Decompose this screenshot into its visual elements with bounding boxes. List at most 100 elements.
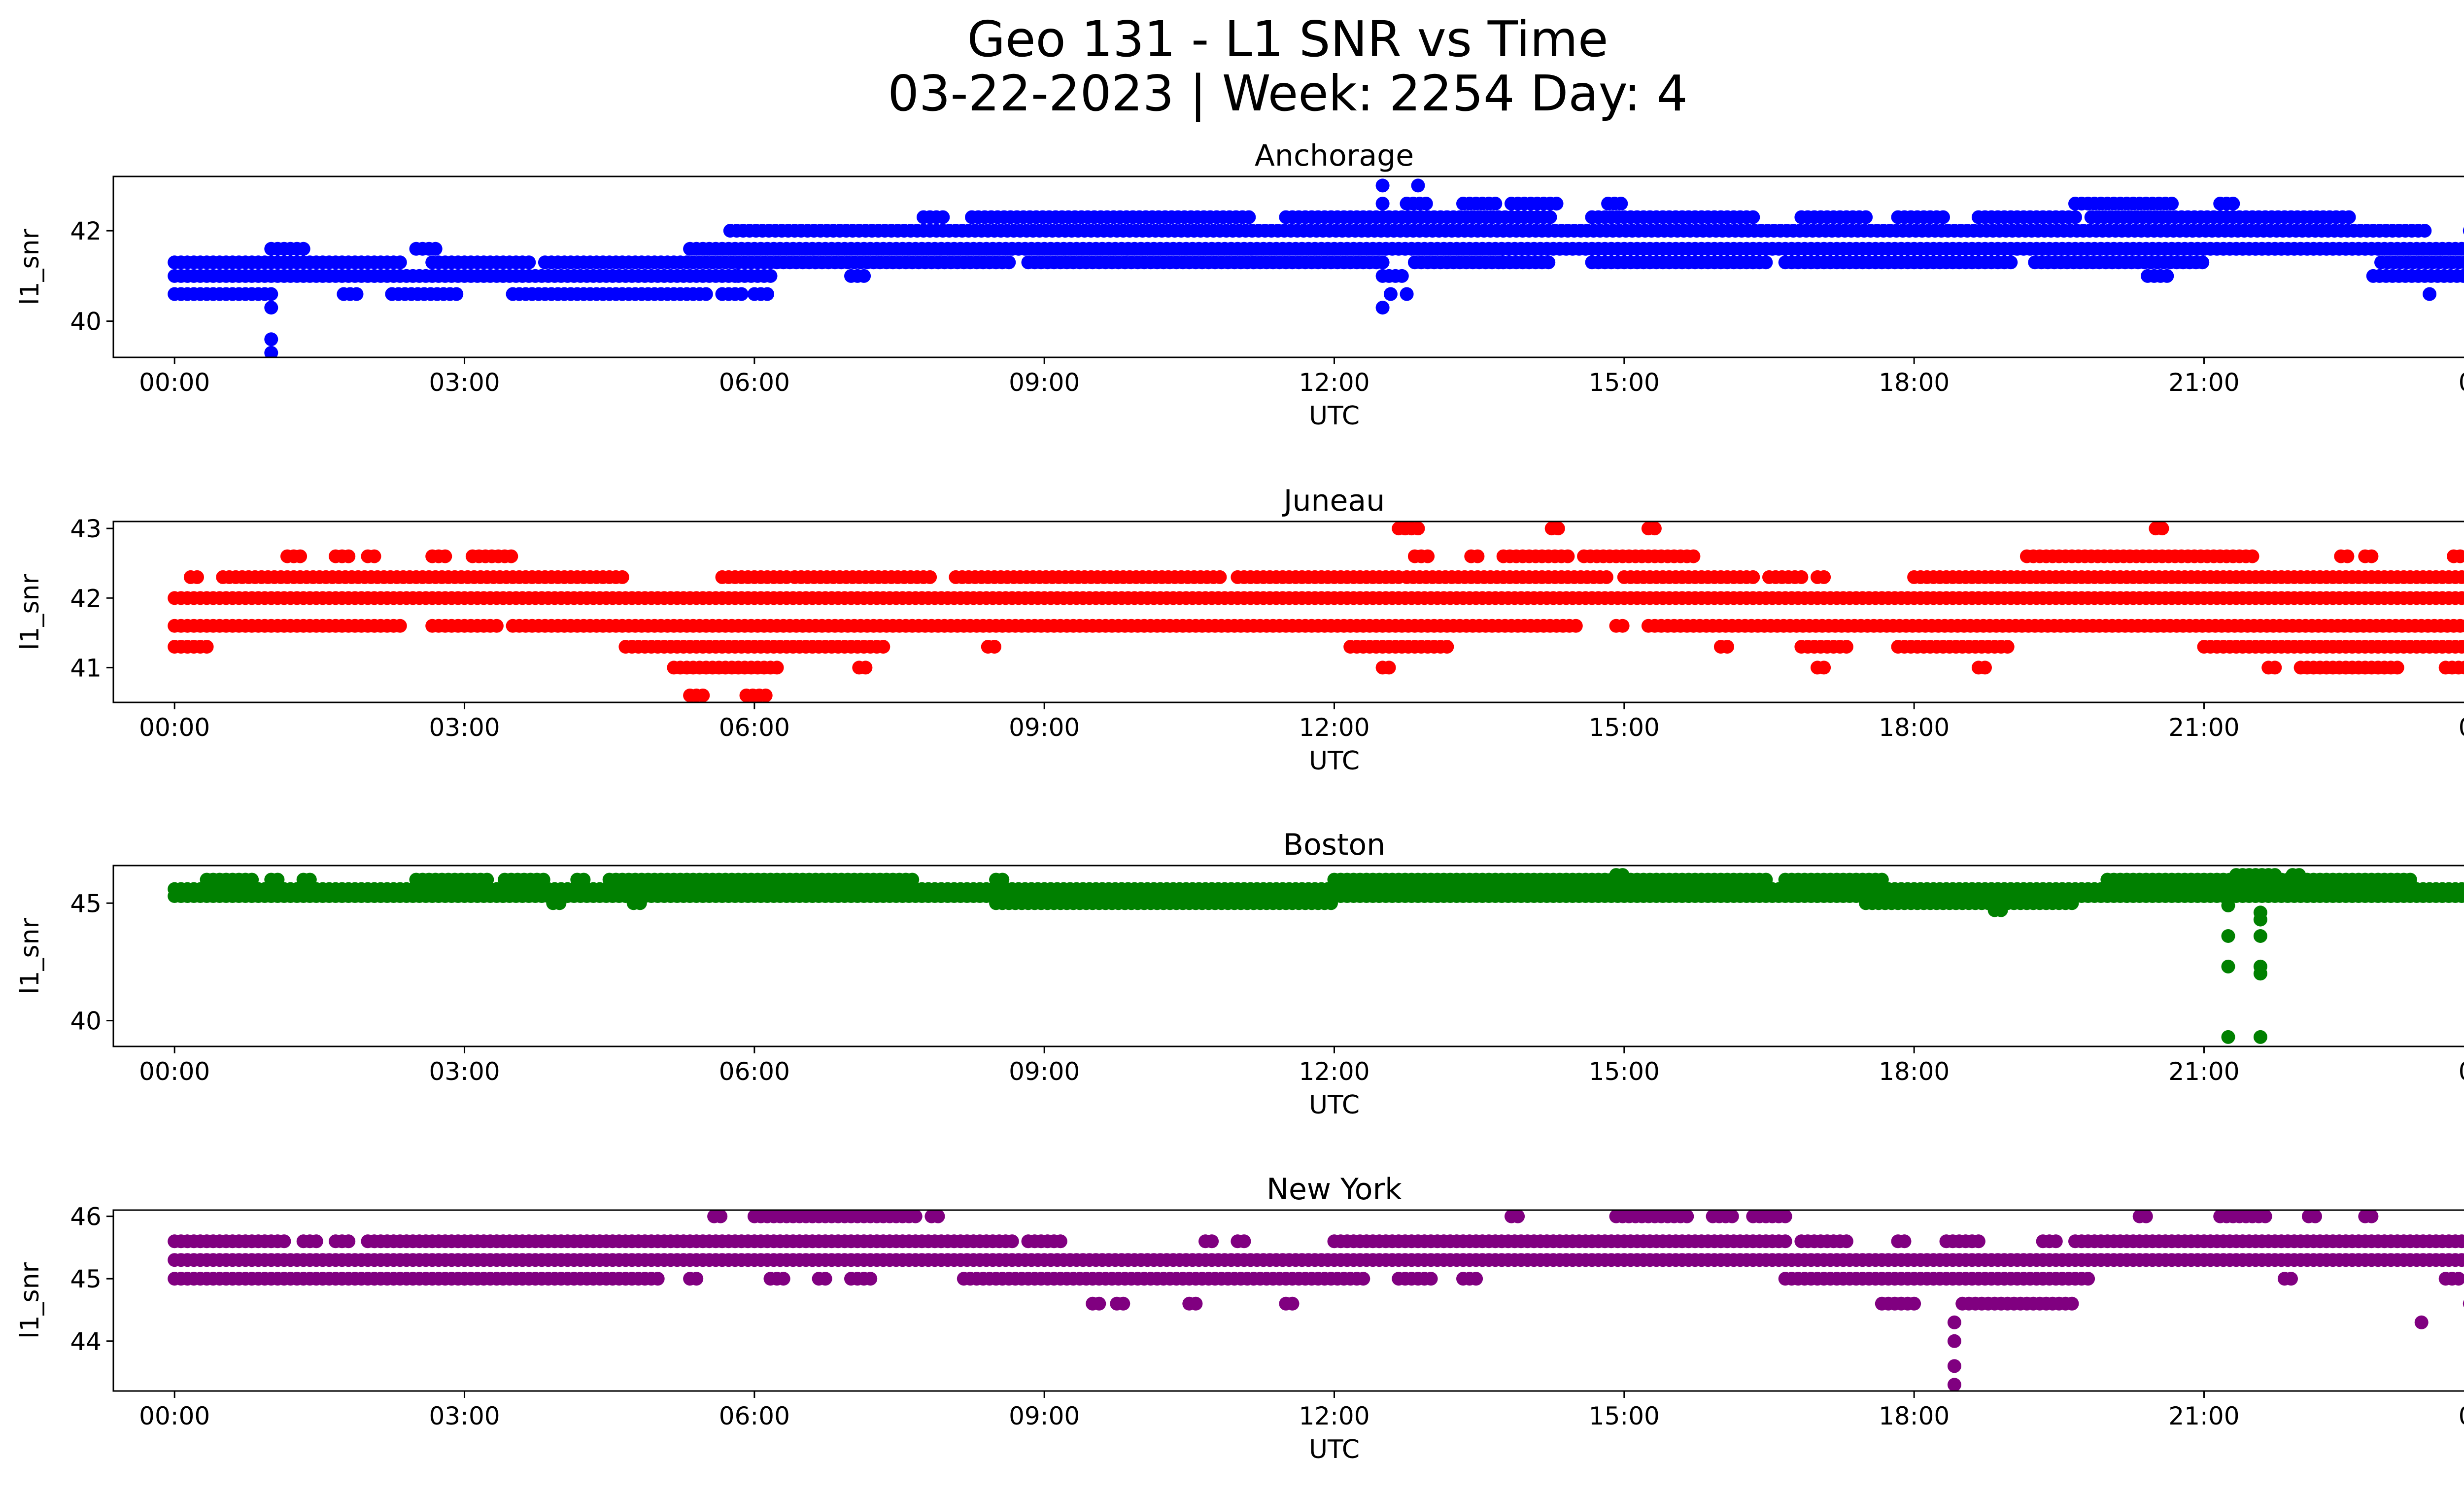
data-point	[2160, 269, 2174, 283]
data-point	[2461, 1254, 2464, 1266]
data-point	[1005, 1234, 1019, 1249]
x-tick-label: 00:00	[2459, 1402, 2464, 1430]
subplot-title: New York	[1266, 1172, 1402, 1207]
data-point	[857, 269, 871, 283]
data-point	[1213, 570, 1227, 584]
x-axis-label: UTC	[1309, 746, 1360, 776]
data-point	[689, 1272, 704, 1286]
data-point	[1205, 1234, 1219, 1249]
data-point	[1947, 1334, 1961, 1348]
x-axis-label: UTC	[1309, 1090, 1360, 1120]
data-point	[1375, 197, 1390, 211]
data-point	[2221, 899, 2235, 912]
data-point	[2461, 883, 2464, 895]
data-point	[1599, 570, 1613, 584]
y-tick-label: 46	[70, 1203, 102, 1231]
data-point	[2065, 1296, 2079, 1311]
data-point	[2461, 1236, 2464, 1247]
data-point	[876, 640, 890, 654]
data-point	[1897, 1234, 1912, 1249]
data-point	[2253, 1030, 2267, 1044]
data-point	[734, 287, 749, 301]
data-point	[1947, 1359, 1961, 1373]
y-tick-label: 43	[70, 515, 102, 543]
data-point	[2461, 592, 2464, 604]
data-point	[1551, 522, 1565, 536]
data-point	[2268, 868, 2282, 882]
data-point	[2458, 255, 2464, 270]
data-point	[2364, 549, 2379, 563]
data-point	[1395, 269, 1409, 283]
data-point	[1375, 255, 1390, 270]
data-point	[2165, 197, 2179, 211]
data-point	[714, 1210, 728, 1223]
data-point	[908, 1210, 923, 1223]
data-point	[2414, 1315, 2429, 1329]
x-tick-label: 12:00	[1299, 1057, 1369, 1086]
data-point	[342, 1234, 356, 1249]
y-axis-label: l1_snr	[15, 573, 45, 650]
data-point	[1561, 549, 1575, 563]
data-point	[264, 287, 278, 301]
data-point	[2455, 1234, 2464, 1249]
y-tick-label: 44	[70, 1327, 102, 1356]
x-tick-label: 21:00	[2168, 1057, 2239, 1086]
y-tick-label: 45	[70, 1265, 102, 1293]
data-point	[536, 872, 550, 887]
data-point	[2081, 1272, 2095, 1286]
data-point	[200, 640, 214, 654]
data-point	[449, 287, 464, 301]
data-point	[2253, 929, 2267, 943]
data-point	[2403, 872, 2417, 887]
x-tick-label: 12:00	[1299, 368, 1369, 397]
data-point	[2453, 549, 2464, 563]
x-tick-label: 18:00	[1879, 1402, 1950, 1430]
data-point	[1400, 287, 1414, 301]
data-point	[2000, 640, 2015, 654]
data-point	[2049, 1234, 2063, 1249]
data-point	[1839, 1234, 1853, 1249]
data-point	[2423, 287, 2437, 301]
x-tick-label: 03:00	[429, 368, 500, 397]
x-tick-label: 12:00	[1299, 713, 1369, 742]
data-point	[1686, 549, 1701, 563]
x-tick-label: 09:00	[1009, 1402, 1080, 1430]
data-point	[264, 301, 278, 315]
data-point	[1543, 210, 1557, 224]
data-point	[2253, 967, 2267, 981]
data-points	[168, 1210, 2464, 1391]
data-point	[1907, 1296, 1921, 1311]
data-point	[2068, 210, 2082, 224]
x-tick-label: 00:00	[2459, 368, 2464, 397]
data-point	[293, 549, 308, 563]
x-tick-label: 06:00	[719, 368, 790, 397]
data-point	[438, 549, 452, 563]
data-point	[342, 549, 356, 563]
x-tick-label: 09:00	[1009, 1057, 1080, 1086]
y-tick-label: 40	[70, 308, 102, 336]
x-tick-label: 15:00	[1589, 713, 1660, 742]
data-point	[1383, 287, 1398, 301]
data-point	[1411, 522, 1425, 536]
data-point	[1817, 570, 1831, 584]
data-point	[1356, 1272, 1370, 1286]
x-tick-label: 18:00	[1879, 1057, 1950, 1086]
data-point	[367, 549, 381, 563]
x-axis-label: UTC	[1309, 1435, 1360, 1464]
data-point	[2461, 243, 2464, 254]
data-point	[2451, 1272, 2464, 1286]
x-tick-label: 03:00	[429, 1057, 500, 1086]
data-point	[1285, 1296, 1300, 1311]
data-point	[577, 872, 591, 887]
data-point	[1817, 661, 1831, 675]
data-point	[699, 287, 713, 301]
data-point	[1647, 522, 1662, 536]
x-tick-label: 15:00	[1589, 1057, 1660, 1086]
data-point	[2458, 661, 2464, 675]
data-point	[2455, 591, 2464, 605]
data-point	[1746, 210, 1760, 224]
x-tick-label: 21:00	[2168, 713, 2239, 742]
data-point	[2456, 269, 2464, 283]
x-tick-label: 18:00	[1879, 368, 1950, 397]
